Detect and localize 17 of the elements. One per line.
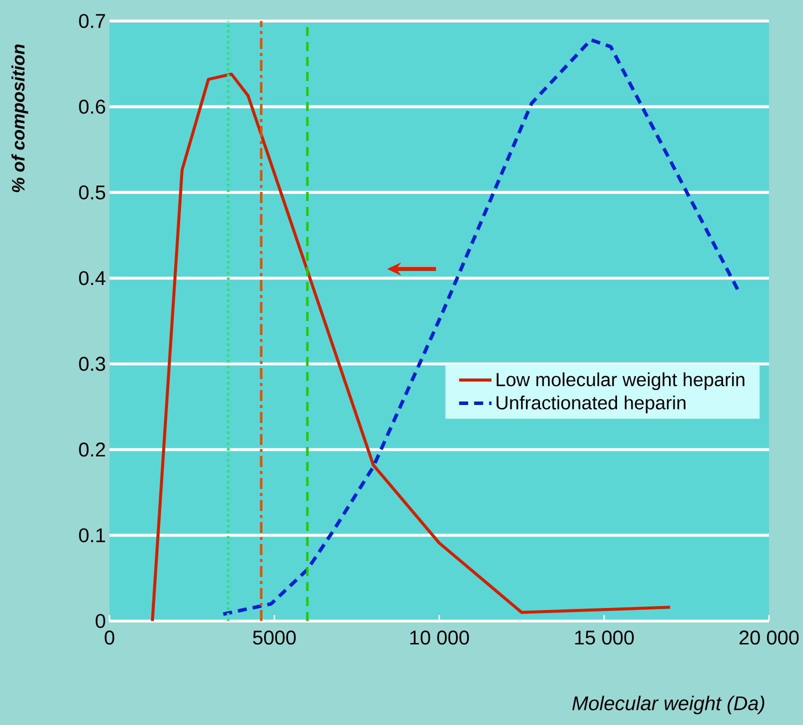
y-tick-label: 0.2 [79, 442, 105, 457]
y-tick-label: 0.5 [79, 185, 106, 200]
legend-label: Unfractionated heparin [496, 396, 686, 414]
x-tick-label: 10 000 [410, 630, 469, 645]
x-tick-label: 20 000 [740, 630, 799, 645]
y-tick-label: 0.7 [79, 14, 105, 28]
legend-label: Low molecular weight heparin [496, 372, 744, 390]
y-tick-label: 0.6 [79, 100, 106, 114]
y-axis-title: % of composition [11, 44, 28, 192]
x-axis-title: Molecular weight (Da) [572, 696, 764, 714]
x-tick-label: 15 000 [575, 630, 634, 645]
x-tick-label: 5000 [253, 630, 296, 645]
y-tick-label: 0 [96, 614, 106, 628]
y-tick-label: 0.1 [79, 528, 106, 542]
y-tick-label: 0.4 [79, 271, 106, 286]
y-tick-label: 0.3 [79, 356, 106, 371]
x-tick-label: 0 [104, 630, 114, 645]
